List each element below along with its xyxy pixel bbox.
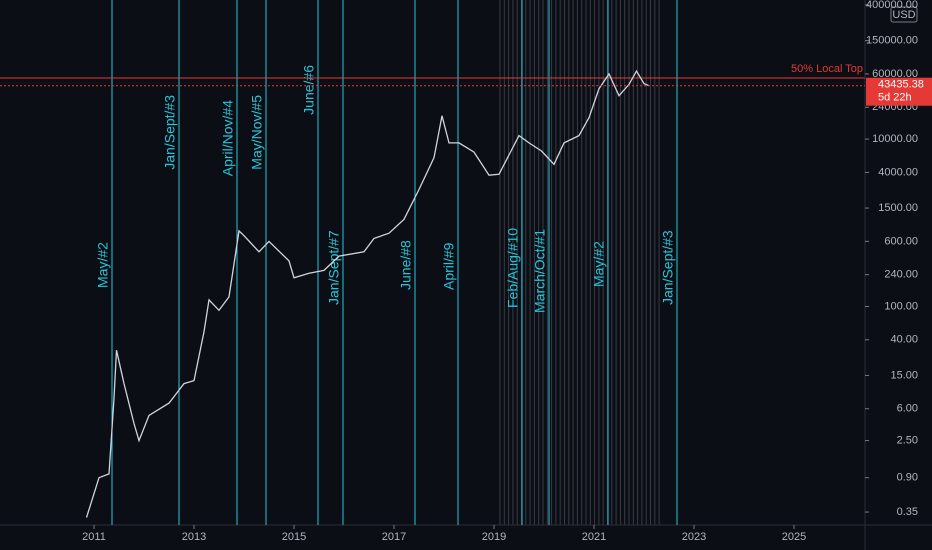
currency: USD [892, 9, 915, 21]
y-tick-label: 100.00 [884, 300, 918, 312]
y-tick-label: 15.00 [890, 369, 918, 381]
y-tick-label: 40.00 [890, 334, 918, 346]
last-price-box [866, 77, 932, 106]
x-tick-label: 2015 [282, 531, 306, 543]
currency-badge[interactable] [890, 6, 918, 23]
y-tick-label: 1500.00 [878, 202, 918, 214]
x-tick-label: 2011 [82, 531, 106, 543]
x-tick-label: 2021 [582, 531, 606, 543]
y-tick-label: 0.90 [897, 472, 918, 484]
y-tick-label: 10000.00 [872, 133, 918, 145]
price-line [85, 69, 650, 518]
hline-label: 50% Local Top [791, 63, 863, 75]
x-tick-label: 2025 [782, 531, 806, 543]
annotation-label: May/#2 [95, 242, 111, 288]
annotation-label: April/Nov/#4 [220, 100, 236, 176]
y-tick-label: 150000.00 [866, 35, 918, 47]
x-tick-label: 2013 [182, 531, 206, 543]
x-tick-label: 2023 [682, 531, 706, 543]
y-tick-label: 60000.00 [872, 68, 918, 80]
annotation-label: June/#8 [398, 240, 414, 290]
annotation-label: June/#6 [301, 65, 317, 115]
y-tick-label: 600.00 [884, 235, 918, 247]
annotation-label: May/#2 [591, 241, 607, 287]
annotation-label: Jan/Sept/#3 [162, 95, 178, 170]
x-tick-label: 2017 [382, 531, 406, 543]
annotation-label: Jan/Sept/#3 [660, 230, 676, 305]
annotation-label: May/Nov/#5 [249, 95, 265, 170]
y-tick-label: 6.00 [897, 403, 918, 415]
y-tick-label: 240.00 [884, 269, 918, 281]
x-tick-label: 2019 [482, 531, 506, 543]
annotation-label: Feb/Aug/#10 [505, 228, 521, 308]
y-tick-label: 2.50 [897, 434, 918, 446]
annotation-label: March/Oct/#1 [532, 229, 548, 313]
annotation-label: Jan/Sept/#7 [326, 230, 342, 305]
annotation-label: April/#9 [441, 242, 457, 290]
y-tick-label: 4000.00 [878, 166, 918, 178]
countdown: 5d 22h [878, 92, 912, 104]
last-price: 43435.38 [878, 79, 924, 91]
y-tick-label: 0.35 [897, 506, 918, 518]
y-tick-label: 400000.00 [866, 0, 918, 11]
